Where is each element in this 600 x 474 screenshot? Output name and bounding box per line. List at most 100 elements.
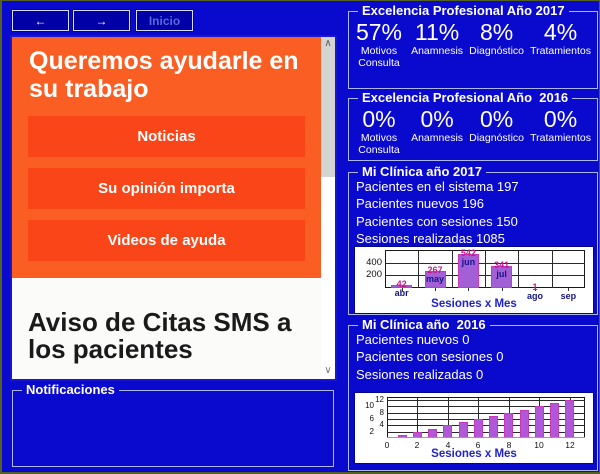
su-opinion-button[interactable]: Su opinión importa (28, 168, 305, 209)
grid-line-x (418, 250, 419, 288)
stat-value: 11% (414, 19, 460, 45)
grid-line-x (452, 250, 453, 288)
stat-motivos-consulta: 0% Motivos Consulta (353, 107, 405, 156)
excelencia-2016-title: Excelencia Profesional Año 2016 (358, 90, 573, 105)
stat-label: Tratamientos (530, 45, 591, 58)
help-panel-content: Queremos ayudarle en su trabajo Noticias… (12, 37, 321, 379)
bar (565, 400, 574, 438)
grid-line-y (387, 400, 585, 401)
y-tick-label: 200 (366, 269, 382, 281)
chart-caption: Sesiones x Mes (431, 298, 517, 310)
stat-line: Sesiones realizadas 0 (356, 366, 484, 382)
excelencia-2017-title: Excelencia Profesional Año 2017 (358, 3, 569, 18)
x-tick-label: 6 (475, 440, 481, 450)
grid-line-x (478, 397, 479, 438)
stat-value: 0% (479, 106, 514, 132)
stat-anamnesis: 11% Anamnesis (411, 20, 463, 69)
stat-label: Motivos Consulta (358, 45, 400, 70)
stat-value: 0% (543, 106, 578, 132)
help-panel: Queremos ayudarle en su trabajo Noticias… (10, 35, 337, 381)
stat-line: Pacientes en el sistema 197 (356, 179, 519, 194)
back-button[interactable]: ← (11, 9, 70, 32)
x-tick (402, 288, 403, 291)
help-panel-article: Aviso de Citas SMS a los pacientes (12, 278, 321, 379)
grid-line-x (485, 250, 486, 288)
stat-label: Anamnesis (411, 132, 464, 145)
bar (489, 416, 498, 438)
bar-category-label: ago (526, 291, 543, 301)
y-tick-label: 8 (379, 407, 384, 417)
stat-tratamientos: 4% Tratamientos (530, 20, 591, 69)
videos-ayuda-button[interactable]: Videos de ayuda (28, 220, 305, 261)
bar-value-label: 341 (494, 260, 510, 270)
bar-value-label: 267 (427, 265, 443, 275)
excelencia-2016-stats: 0% Motivos Consulta 0% Anamnesis 0% Diag… (349, 99, 597, 156)
stat-tratamientos: 0% Tratamientos (530, 107, 591, 156)
bar-category-label: jul (496, 269, 507, 279)
bar (459, 422, 468, 438)
y-tick-label: 10 (365, 401, 374, 411)
grid-line-y (387, 432, 585, 433)
bar (491, 266, 512, 288)
bar-value-label: 42 (396, 279, 407, 289)
forward-button[interactable]: → (72, 9, 131, 32)
grid-line-x (417, 397, 418, 438)
stat-label: Motivos Consulta (358, 132, 400, 157)
grid-line-y (387, 413, 585, 414)
grid-line-y (387, 419, 585, 420)
stat-anamnesis: 0% Anamnesis (411, 107, 463, 156)
article-heading: Aviso de Citas SMS a los pacientes (28, 307, 292, 365)
help-panel-buttons: Noticias Su opinión importa Videos de ay… (12, 116, 321, 261)
y-tick-label: 6 (369, 414, 374, 424)
x-tick (535, 288, 536, 291)
stat-label: Diagnóstico (469, 45, 525, 58)
y-tick-label: 12 (375, 395, 384, 405)
x-tick (502, 288, 503, 291)
x-tick-label: 8 (506, 440, 512, 450)
mi-clinica-2016-stats: Pacientes nuevos 0 Pacientes con sesione… (349, 326, 597, 383)
excelencia-2016-groupbox: Excelencia Profesional Año 2016 0% Motiv… (348, 90, 598, 161)
bar-value-label: 542 (460, 248, 476, 258)
y-tick-label: 400 (366, 256, 382, 268)
stat-value: 57% (355, 19, 403, 45)
x-tick (468, 288, 469, 291)
stat-line: Pacientes nuevos 0 (356, 332, 470, 347)
x-tick (568, 288, 569, 291)
bar (520, 410, 529, 438)
x-tick-label: 4 (445, 440, 451, 450)
excelencia-2017-groupbox: Excelencia Profesional Año 2017 57% Moti… (348, 3, 598, 89)
grid-line-x (518, 250, 519, 288)
x-tick-label: 10 (534, 440, 544, 450)
notifications-groupbox: Notificaciones (12, 382, 334, 467)
bar-category-label: jun (461, 257, 476, 267)
mi-clinica-2016-title: Mi Clínica año 2016 (358, 317, 490, 332)
scroll-up-icon[interactable]: ∧ (324, 38, 332, 49)
mi-clinica-2017-stats: Pacientes en el sistema 197 Pacientes nu… (349, 173, 597, 247)
stat-value: 0% (362, 106, 396, 132)
x-tick-label: 12 (565, 440, 575, 450)
mi-clinica-2017-groupbox: Mi Clínica año 2017 Pacientes en el sist… (348, 164, 598, 315)
stat-line: Pacientes con sesiones 150 (356, 213, 518, 229)
scroll-down-icon[interactable]: ∨ (324, 365, 332, 376)
stat-line: Sesiones realizadas 1085 (356, 230, 505, 246)
noticias-button[interactable]: Noticias (28, 116, 305, 157)
bar (504, 413, 513, 438)
stat-label: Anamnesis (411, 45, 464, 58)
bar (458, 254, 479, 288)
grid-line-y (387, 425, 585, 426)
y-tick-label: 2 (369, 426, 374, 436)
scrollbar-thumb[interactable] (321, 37, 335, 177)
excelencia-2017-stats: 57% Motivos Consulta 11% Anamnesis 8% Di… (349, 12, 597, 69)
sesiones-2016-chart: 2 4 6 8 10 12 0 2 4 6 8 10 12 Sesiones x Mes (354, 392, 594, 464)
stat-line: Pacientes con sesiones 0 (356, 349, 504, 365)
stat-value: 4% (543, 19, 578, 45)
notifications-title: Notificaciones (22, 382, 119, 397)
axis-baseline (387, 437, 585, 438)
scrollbar[interactable]: ∧ ∨ (321, 37, 335, 379)
sesiones-2017-chart: 200 400 42 abr 267 may 542 jun 341 jul 1 ago sep Sesi… (354, 246, 594, 314)
grid-line-x (552, 250, 553, 288)
home-button[interactable]: Inicio (135, 9, 194, 32)
bar-category-label: may (425, 274, 444, 284)
stat-motivos-consulta: 57% Motivos Consulta (353, 20, 405, 69)
